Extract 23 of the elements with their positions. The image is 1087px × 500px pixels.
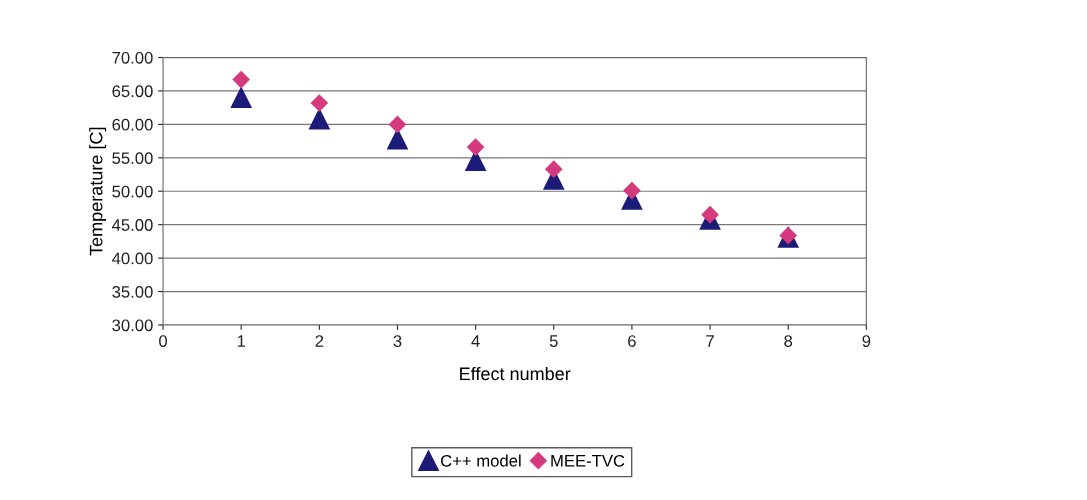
y-tick-label: 45.00 [112, 219, 153, 231]
x-tick-label: 9 [862, 335, 871, 347]
x-tick-label: 7 [706, 335, 714, 347]
x-tick-label: 6 [628, 335, 636, 347]
y-tick-label: 30.00 [112, 319, 153, 332]
x-tick-label: 5 [549, 335, 558, 347]
x-tick-label: 4 [471, 335, 480, 347]
x-tick-label: 8 [784, 335, 793, 347]
y-tick-label: 40.00 [112, 252, 153, 265]
x-tick-label: 1 [237, 335, 246, 347]
y-tick-label: 35.00 [112, 285, 153, 298]
y-axis-title: Temperature [C] [89, 127, 107, 256]
legend-label: C++ model [441, 454, 521, 467]
y-tick-label: 60.00 [112, 118, 153, 131]
y-tick-label: 50.00 [112, 185, 153, 198]
legend-label: MEE-TVC [551, 454, 625, 467]
x-axis-title: Effect number [460, 366, 571, 381]
y-tick-label: 65.00 [112, 85, 153, 98]
x-tick-label: 3 [393, 335, 402, 347]
y-tick-label: 55.00 [112, 152, 153, 165]
x-tick-label: 0 [159, 335, 168, 347]
x-tick-label: 2 [315, 335, 324, 347]
y-tick-label: 70.00 [112, 51, 153, 64]
